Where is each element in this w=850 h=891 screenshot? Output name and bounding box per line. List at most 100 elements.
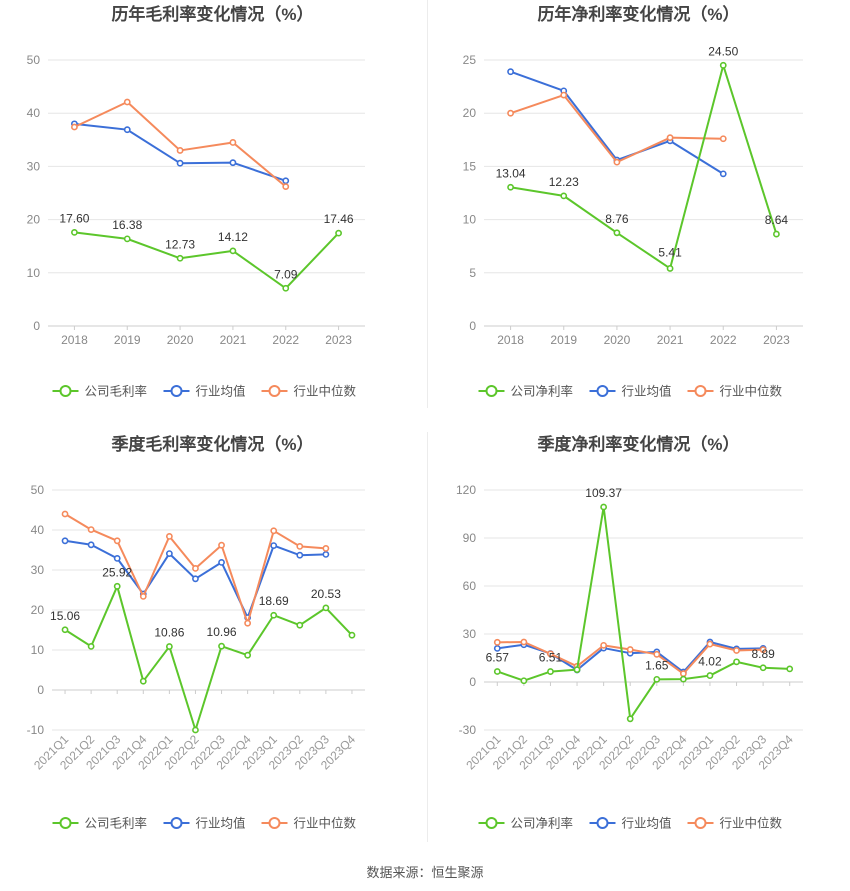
data-point-median[interactable]	[139, 592, 147, 600]
data-point-company[interactable]	[706, 672, 714, 679]
data-point-avg[interactable]	[270, 542, 278, 549]
data-point-avg[interactable]	[123, 126, 131, 134]
data-point-median[interactable]	[322, 545, 330, 552]
data-point-median[interactable]	[218, 541, 225, 549]
data-point-company[interactable]	[335, 229, 342, 237]
data-point-avg[interactable]	[218, 558, 225, 566]
data-point-company[interactable]	[573, 666, 581, 674]
data-point-company[interactable]	[123, 235, 131, 243]
data-point-company[interactable]	[560, 192, 568, 200]
data-point-avg[interactable]	[296, 551, 304, 559]
legend-item-median[interactable]: 行业中位数	[687, 384, 783, 399]
data-point-company[interactable]	[547, 668, 554, 675]
data-point-company[interactable]	[348, 631, 356, 639]
data-point-median[interactable]	[507, 109, 514, 117]
data-point-median[interactable]	[165, 533, 173, 540]
legend-item-company[interactable]: 公司毛利率	[52, 384, 148, 399]
data-point-median[interactable]	[296, 543, 304, 550]
data-point-company[interactable]	[322, 604, 330, 612]
data-point-company[interactable]	[139, 677, 147, 685]
legend-item-median[interactable]: 行业中位数	[261, 384, 357, 399]
data-point-median[interactable]	[759, 646, 767, 654]
data-point-company[interactable]	[296, 621, 304, 629]
legend-item-company[interactable]: 公司毛利率	[52, 816, 148, 831]
x-tick-label: 2019	[550, 333, 577, 347]
data-point-median[interactable]	[733, 647, 740, 654]
data-point-company[interactable]	[270, 611, 278, 619]
data-point-median[interactable]	[71, 123, 78, 131]
legend-label: 行业中位数	[294, 816, 357, 831]
data-point-median[interactable]	[626, 646, 634, 653]
data-point-company[interactable]	[520, 677, 528, 685]
data-point-company[interactable]	[786, 665, 794, 673]
legend-item-avg[interactable]: 行业均值	[589, 816, 672, 831]
data-point-avg[interactable]	[87, 541, 95, 549]
data-point-company[interactable]	[493, 668, 501, 675]
legend-item-company[interactable]: 公司净利率	[478, 816, 574, 831]
data-point-median[interactable]	[270, 527, 278, 535]
data-point-company[interactable]	[113, 582, 121, 590]
data-point-company[interactable]	[679, 675, 687, 683]
data-point-median[interactable]	[113, 537, 121, 545]
data-point-median[interactable]	[61, 510, 69, 518]
data-point-company[interactable]	[773, 230, 780, 238]
data-point-median[interactable]	[706, 640, 714, 648]
data-point-median[interactable]	[87, 526, 95, 533]
data-point-company[interactable]	[626, 715, 634, 723]
data-point-avg[interactable]	[507, 68, 514, 76]
data-point-avg[interactable]	[493, 644, 501, 652]
data-point-avg[interactable]	[282, 177, 290, 185]
data-point-median[interactable]	[547, 650, 554, 658]
data-point-median[interactable]	[600, 641, 608, 649]
data-point-median[interactable]	[192, 564, 199, 572]
data-point-company[interactable]	[600, 503, 608, 511]
data-point-median[interactable]	[653, 650, 661, 658]
data-point-company[interactable]	[61, 626, 69, 634]
data-point-company[interactable]	[733, 658, 740, 666]
data-point-company[interactable]	[71, 228, 78, 236]
data-point-avg[interactable]	[61, 537, 69, 545]
legend-item-median[interactable]: 行业中位数	[687, 816, 783, 831]
data-point-company[interactable]	[666, 265, 674, 272]
legend-label: 行业均值	[622, 816, 672, 831]
data-point-median[interactable]	[679, 670, 687, 678]
data-point-avg[interactable]	[719, 170, 727, 178]
data-point-company[interactable]	[165, 643, 173, 650]
legend-item-avg[interactable]: 行业均值	[163, 816, 246, 831]
data-point-median[interactable]	[176, 147, 184, 154]
data-point-company[interactable]	[218, 642, 225, 650]
data-point-company[interactable]	[87, 642, 95, 650]
data-point-company[interactable]	[759, 664, 767, 672]
data-point-median[interactable]	[520, 638, 528, 646]
data-point-company[interactable]	[192, 726, 199, 734]
data-point-avg[interactable]	[192, 575, 199, 583]
data-point-median[interactable]	[719, 135, 727, 143]
data-point-company[interactable]	[719, 61, 727, 69]
data-point-median[interactable]	[282, 183, 290, 191]
data-point-avg[interactable]	[322, 551, 330, 558]
data-point-company[interactable]	[244, 651, 252, 659]
data-point-avg[interactable]	[165, 550, 173, 557]
data-point-company[interactable]	[176, 254, 184, 262]
data-point-company[interactable]	[507, 183, 514, 191]
data-point-median[interactable]	[229, 139, 237, 146]
data-point-median[interactable]	[493, 638, 501, 646]
data-point-median[interactable]	[560, 91, 568, 99]
data-point-avg[interactable]	[176, 159, 184, 167]
data-point-avg[interactable]	[113, 554, 121, 562]
data-point-avg[interactable]	[229, 159, 237, 167]
legend-item-company[interactable]: 公司净利率	[478, 384, 574, 399]
data-point-median[interactable]	[613, 158, 621, 166]
data-point-median[interactable]	[123, 98, 131, 106]
data-label: 14.12	[218, 230, 248, 244]
legend-item-avg[interactable]: 行业均值	[163, 384, 246, 399]
data-point-company[interactable]	[282, 284, 290, 292]
data-point-company[interactable]	[229, 247, 237, 255]
data-point-median[interactable]	[244, 619, 252, 627]
data-point-company[interactable]	[653, 675, 661, 683]
data-point-median[interactable]	[666, 134, 674, 142]
data-point-company[interactable]	[613, 229, 621, 237]
legend-item-median[interactable]: 行业中位数	[261, 816, 357, 831]
legend-item-avg[interactable]: 行业均值	[589, 384, 672, 399]
y-tick-label: 50	[27, 53, 41, 67]
